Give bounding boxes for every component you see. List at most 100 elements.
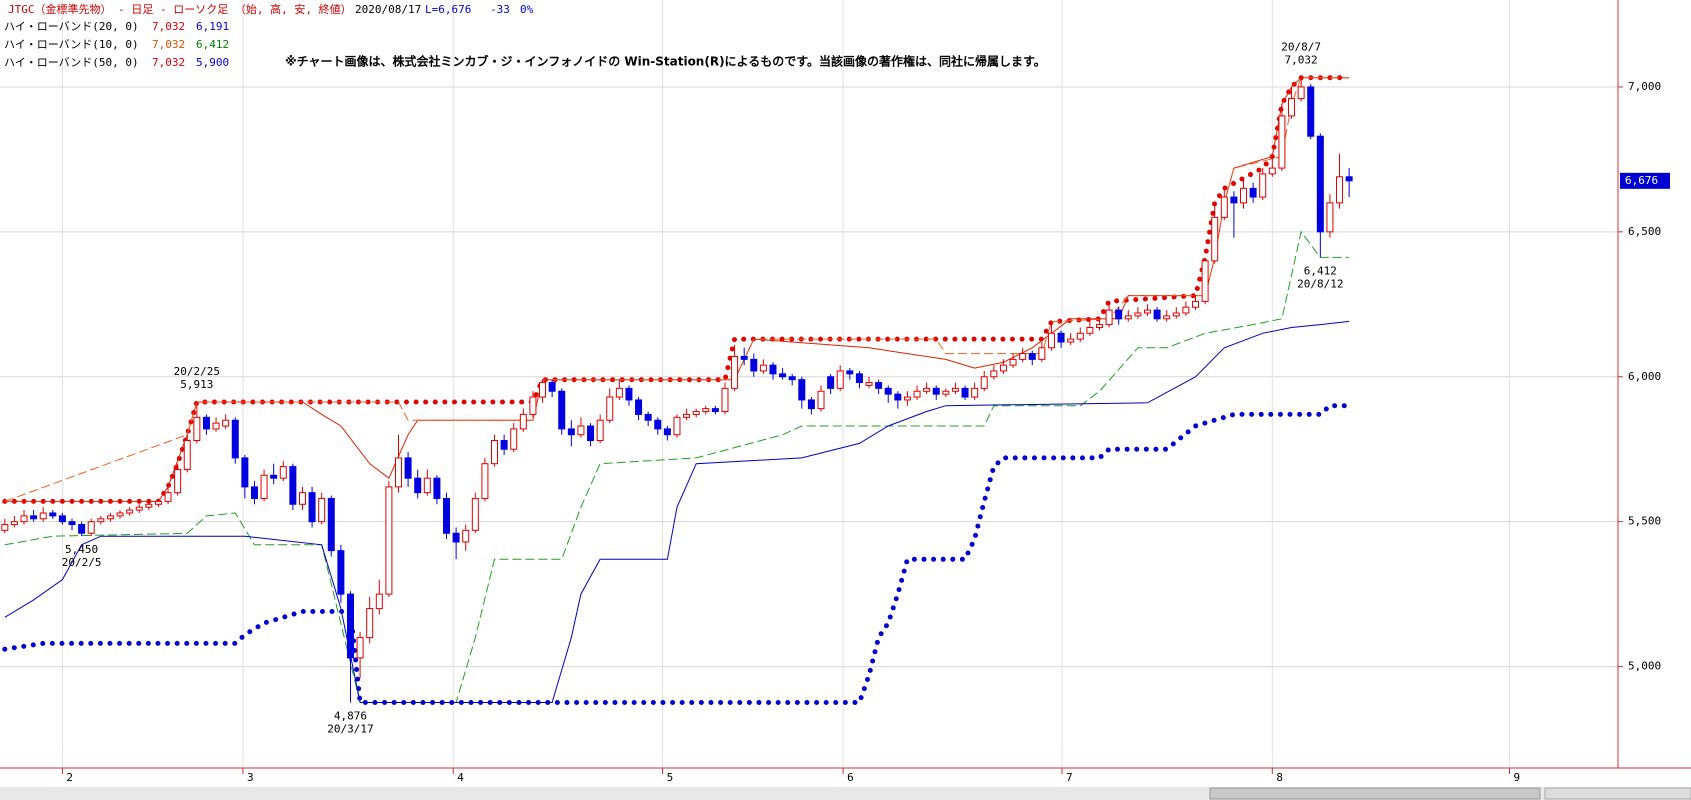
last-price-label: 6,676 <box>1625 174 1658 187</box>
candle-body <box>385 486 393 595</box>
candle-body <box>346 593 354 659</box>
candle-body <box>30 515 38 520</box>
y-tick-label: 6,000 <box>1628 370 1661 383</box>
candle-body <box>116 512 124 517</box>
candle-body <box>154 500 162 505</box>
candle-body <box>596 419 604 442</box>
annotation-price: 5,450 <box>65 543 98 556</box>
band-line <box>2 403 1352 705</box>
candle-body <box>923 387 931 392</box>
indicator-high: 7,032 <box>152 20 185 33</box>
candle-body <box>884 387 892 395</box>
candle-body <box>529 396 537 415</box>
candle-body <box>481 463 489 499</box>
candle-body <box>375 593 383 610</box>
candle-body <box>337 550 345 595</box>
instrument-title: JTGC（金標準先物） - 日足 - ローソク足 （始, 高, 安, 終値） <box>8 2 352 16</box>
candle-body <box>471 497 479 531</box>
candle-body <box>875 382 883 389</box>
candle-body <box>1240 187 1248 204</box>
candle-body <box>865 382 873 386</box>
zoom-slider[interactable] <box>1544 787 1691 800</box>
candle-body <box>500 440 508 450</box>
candle-body <box>519 413 527 430</box>
candle-body <box>1182 306 1190 314</box>
candle-body <box>750 358 758 372</box>
header-date: 2020/08/17 <box>355 3 421 16</box>
candle-body <box>106 515 114 520</box>
last-price-tag <box>1620 172 1670 189</box>
copyright-notice: ※チャート画像は、株式会社ミンカブ・ジ・インフォノイドの Win-Station… <box>285 54 1046 69</box>
annotation-price: 5,913 <box>180 378 213 391</box>
candle-body <box>769 364 777 375</box>
candle-body <box>1211 216 1219 262</box>
candle-body <box>327 497 335 552</box>
candle-body <box>1153 309 1161 320</box>
candle-body <box>1009 358 1017 366</box>
candle-body <box>222 419 230 427</box>
band-line <box>4 320 1350 703</box>
candle-body <box>183 440 191 470</box>
candle-body <box>577 425 585 436</box>
candle-body <box>39 512 47 520</box>
candle-body <box>174 468 182 494</box>
candle-body <box>212 422 220 430</box>
header-change: -33 <box>490 3 510 16</box>
candle-body <box>1278 115 1286 169</box>
header-last: L=6,676 <box>425 3 471 16</box>
candle-body <box>1288 98 1296 117</box>
candle-body <box>625 387 633 401</box>
candle-body <box>1172 312 1180 317</box>
candle-body <box>145 503 153 508</box>
candle-body <box>394 457 402 488</box>
candle-body <box>1336 176 1344 204</box>
candle-body <box>827 376 835 389</box>
candle-body <box>1076 332 1084 340</box>
candle-body <box>279 466 287 479</box>
candle-body <box>433 477 441 499</box>
candle-body <box>1220 196 1228 218</box>
candle-body <box>1019 353 1027 360</box>
candle-body <box>692 411 700 415</box>
annotation-price: 4,876 <box>334 710 367 723</box>
candle-body <box>135 506 143 511</box>
indicator-high: 7,032 <box>152 38 185 51</box>
grid-layer <box>0 0 1623 774</box>
candle-body <box>1038 347 1046 360</box>
candle-body <box>298 492 306 505</box>
candle-body <box>1230 196 1238 204</box>
candle-body <box>231 419 239 459</box>
candle-body <box>49 512 57 517</box>
candle-body <box>903 396 911 401</box>
candle-body <box>126 509 134 514</box>
candle-body <box>318 497 326 523</box>
candle-body <box>654 419 662 430</box>
x-tick-label: 2 <box>66 771 73 784</box>
annotation-price: 7,032 <box>1285 54 1318 67</box>
candle-body <box>961 387 969 398</box>
candle-body <box>567 428 575 436</box>
candle-body <box>990 370 998 378</box>
candle-body <box>971 387 979 398</box>
candle-body <box>836 370 844 389</box>
band-line <box>4 77 1350 502</box>
candle-body <box>721 387 729 413</box>
candle-body <box>1307 86 1315 137</box>
label-layer: 5,000 5,500 6,000 6,500 7,000 2 3 4 5 6 7 8 9 20/2/25… <box>62 41 1670 784</box>
candle-body <box>635 399 643 415</box>
scrollbar-thumb[interactable] <box>1209 787 1541 800</box>
candle-body <box>270 474 278 479</box>
candle-body <box>443 497 451 534</box>
candle-body <box>1201 260 1209 302</box>
candle-body <box>932 387 940 395</box>
candle-body <box>807 399 815 410</box>
indicator-name: ハイ・ローバンド(10, 0) <box>4 38 139 51</box>
y-tick-label: 5,000 <box>1628 660 1661 673</box>
candle-body <box>78 524 86 534</box>
x-tick-label: 4 <box>457 771 464 784</box>
candle-body <box>1259 173 1267 198</box>
candle-body <box>846 370 854 375</box>
candle-body <box>894 393 902 401</box>
x-tick-label: 5 <box>667 771 674 784</box>
